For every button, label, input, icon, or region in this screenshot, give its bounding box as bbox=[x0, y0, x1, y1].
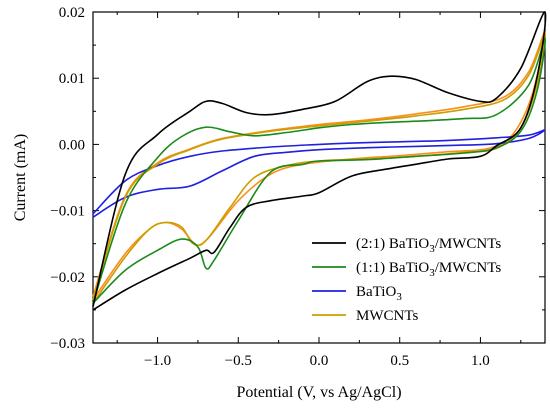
y-tick-label: −0.03 bbox=[50, 336, 85, 352]
series-layer bbox=[92, 11, 547, 311]
x-axis-title: Potential (V, vs Ag/AgCl) bbox=[236, 384, 401, 401]
x-tick-label: −1.0 bbox=[144, 353, 171, 369]
legend-label: BaTiO3 bbox=[356, 284, 402, 303]
legend-label: (1:1) BaTiO3/MWCNTs bbox=[356, 260, 501, 279]
series-line-1 bbox=[92, 37, 546, 304]
series-line-0 bbox=[92, 11, 547, 311]
plot-area-frame bbox=[92, 11, 546, 344]
series-line-2 bbox=[92, 128, 546, 218]
x-tick-label: −0.5 bbox=[225, 353, 252, 369]
y-tick-label: −0.02 bbox=[50, 270, 85, 286]
x-tick-label: 0.5 bbox=[390, 353, 409, 369]
y-axis-title: Current (mA) bbox=[12, 134, 29, 222]
y-tick-label: 0.00 bbox=[59, 137, 85, 153]
x-tick-label: 0.0 bbox=[310, 353, 329, 369]
y-tick-label: 0.02 bbox=[59, 5, 85, 21]
x-tick-label: 1.0 bbox=[471, 353, 490, 369]
legend-label: (2:1) BaTiO3/MWCNTs bbox=[356, 236, 501, 255]
axis-ticks: −1.0 −0.5 0.0 0.5 1.0 −0.03 −0.02 −0.01 0.00 0.01… bbox=[50, 5, 545, 369]
legend: (2:1) BaTiO3/MWCNTs (1:1) BaTiO3/MWCNTs Ba… bbox=[312, 236, 501, 324]
legend-label: MWCNTs bbox=[356, 308, 418, 324]
y-tick-label: 0.01 bbox=[59, 71, 85, 87]
y-tick-label: −0.01 bbox=[50, 204, 85, 220]
